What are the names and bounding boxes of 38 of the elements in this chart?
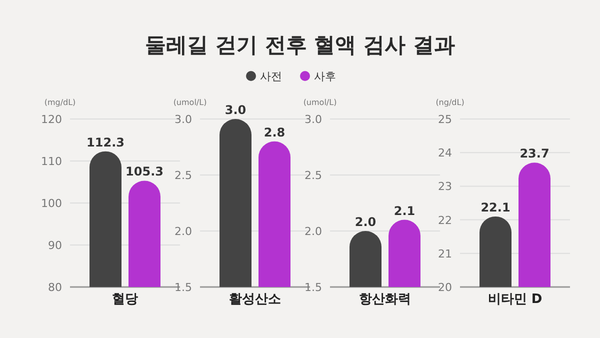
y-axis-title: (umol/L) bbox=[303, 98, 337, 107]
y-tick-label: 24 bbox=[438, 146, 452, 160]
y-tick-label: 23 bbox=[438, 180, 452, 194]
data-label: 2.8 bbox=[264, 125, 286, 140]
x-tick-label: 비타민 D bbox=[488, 292, 542, 307]
x-tick-label: 활성산소 bbox=[229, 292, 281, 307]
data-label: 2.0 bbox=[354, 215, 376, 229]
data-label: 105.3 bbox=[126, 164, 164, 179]
y-tick-label: 20 bbox=[438, 281, 452, 294]
y-tick-label: 2.5 bbox=[174, 169, 192, 182]
y-tick-label: 120 bbox=[41, 113, 62, 126]
y-tick-label: 3.0 bbox=[304, 113, 322, 126]
legend-label: 사후 bbox=[314, 70, 336, 83]
x-tick-label: 항산화력 bbox=[359, 292, 411, 307]
y-tick-label: 2.5 bbox=[304, 169, 322, 182]
data-label: 3.0 bbox=[224, 103, 246, 117]
y-tick-label: 3.0 bbox=[174, 113, 192, 126]
x-tick-label: 혈당 bbox=[112, 292, 138, 307]
y-tick-label: 80 bbox=[48, 281, 62, 294]
y-tick-label: 21 bbox=[438, 247, 452, 260]
data-label: 22.1 bbox=[480, 200, 510, 214]
y-tick-label: 90 bbox=[48, 239, 62, 252]
y-tick-label: 1.5 bbox=[304, 281, 322, 294]
y-tick-label: 110 bbox=[41, 155, 62, 168]
data-label: 23.7 bbox=[520, 146, 550, 161]
y-axis-title: (ng/dL) bbox=[436, 98, 464, 107]
y-tick-label: 2.0 bbox=[174, 225, 192, 238]
y-tick-label: 2.0 bbox=[304, 225, 322, 238]
y-axis-title: (umol/L) bbox=[173, 98, 207, 107]
y-tick-label: 22 bbox=[438, 214, 452, 227]
legend-label: 사전 bbox=[260, 70, 282, 83]
y-tick-label: 100 bbox=[41, 197, 62, 210]
y-axis-title: (mg/dL) bbox=[44, 98, 76, 107]
y-tick-label: 25 bbox=[438, 113, 452, 126]
data-label: 2.1 bbox=[394, 204, 416, 218]
text: 둘레길 걷기 전후 혈액 검사 결과 bbox=[145, 33, 455, 57]
y-tick-label: 1.5 bbox=[174, 281, 192, 294]
data-label: 112.3 bbox=[86, 135, 124, 150]
